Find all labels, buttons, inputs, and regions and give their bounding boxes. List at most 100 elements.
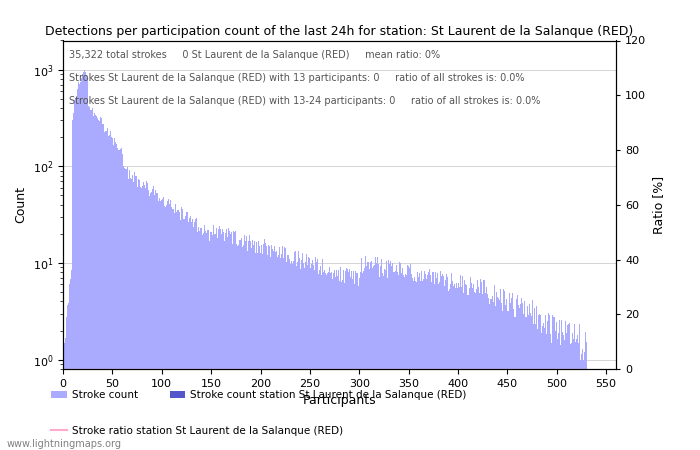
Bar (216, 238, 218, 450)
Bar (345, 271, 346, 450)
Bar (165, 207, 166, 450)
Bar (557, 339, 558, 450)
Bar (218, 225, 220, 450)
Bar (209, 233, 211, 450)
Bar (155, 190, 156, 450)
Bar (490, 299, 491, 450)
Bar (170, 200, 171, 450)
Bar (577, 335, 578, 450)
Bar (476, 289, 477, 450)
Bar (352, 279, 353, 450)
Bar (81, 78, 83, 450)
Bar (555, 331, 556, 450)
Bar (221, 234, 223, 450)
Bar (517, 295, 518, 450)
Bar (146, 181, 148, 450)
Bar (193, 227, 194, 450)
Bar (343, 270, 344, 450)
Bar (530, 313, 531, 450)
Bar (524, 301, 525, 450)
Bar (405, 274, 406, 450)
Bar (290, 261, 292, 450)
Bar (434, 284, 435, 450)
Bar (415, 281, 416, 450)
Bar (582, 349, 583, 450)
Bar (336, 270, 337, 450)
Bar (288, 259, 290, 450)
Bar (491, 299, 492, 450)
Bar (122, 166, 124, 450)
Bar (586, 342, 587, 450)
Bar (414, 277, 415, 450)
Bar (571, 342, 572, 450)
Bar (387, 278, 388, 450)
Bar (470, 277, 471, 450)
Bar (178, 210, 179, 450)
Bar (535, 324, 536, 450)
Y-axis label: Count: Count (14, 186, 27, 223)
Bar (363, 271, 364, 450)
Bar (428, 272, 429, 450)
Bar (225, 233, 226, 450)
Bar (496, 292, 497, 450)
Bar (564, 340, 565, 450)
Bar (440, 270, 441, 450)
Bar (101, 118, 102, 450)
Bar (106, 131, 107, 450)
Bar (340, 267, 341, 450)
Bar (484, 280, 485, 450)
X-axis label: Participants: Participants (302, 394, 377, 407)
Bar (559, 320, 560, 450)
Bar (493, 302, 494, 450)
Bar (407, 265, 408, 450)
Bar (542, 326, 543, 450)
Bar (386, 261, 387, 450)
Bar (186, 212, 187, 450)
Bar (112, 138, 113, 450)
Bar (88, 106, 89, 450)
Bar (259, 246, 260, 450)
Bar (154, 195, 155, 450)
Bar (109, 135, 110, 450)
Bar (292, 264, 293, 450)
Bar (86, 75, 88, 450)
Bar (226, 230, 228, 450)
Bar (220, 233, 221, 450)
Bar (454, 288, 456, 450)
Bar (562, 332, 564, 450)
Bar (421, 271, 422, 450)
Bar (177, 210, 178, 450)
Bar (111, 137, 112, 450)
Bar (89, 107, 90, 450)
Bar (391, 266, 392, 450)
Bar (66, 317, 67, 450)
Bar (461, 287, 463, 450)
Bar (453, 286, 454, 450)
Bar (408, 266, 409, 450)
Bar (348, 272, 349, 450)
Bar (330, 274, 331, 450)
Bar (548, 313, 550, 450)
Bar (568, 324, 569, 450)
Bar (359, 278, 360, 450)
Bar (235, 231, 237, 450)
Bar (115, 142, 116, 450)
Bar (566, 333, 567, 450)
Bar (322, 259, 323, 450)
Bar (249, 235, 250, 450)
Bar (541, 333, 542, 450)
Bar (298, 258, 300, 450)
Bar (547, 321, 548, 450)
Bar (504, 291, 505, 450)
Bar (507, 310, 508, 450)
Bar (233, 231, 235, 450)
Bar (494, 285, 495, 450)
Bar (337, 275, 338, 450)
Bar (513, 309, 514, 450)
Bar (406, 275, 407, 450)
Bar (144, 184, 146, 450)
Bar (320, 266, 321, 450)
Bar (398, 275, 399, 450)
Bar (272, 249, 273, 450)
Text: 35,322 total strokes     0 St Laurent de la Salanque (RED)     mean ratio: 0%: 35,322 total strokes 0 St Laurent de la … (69, 50, 440, 60)
